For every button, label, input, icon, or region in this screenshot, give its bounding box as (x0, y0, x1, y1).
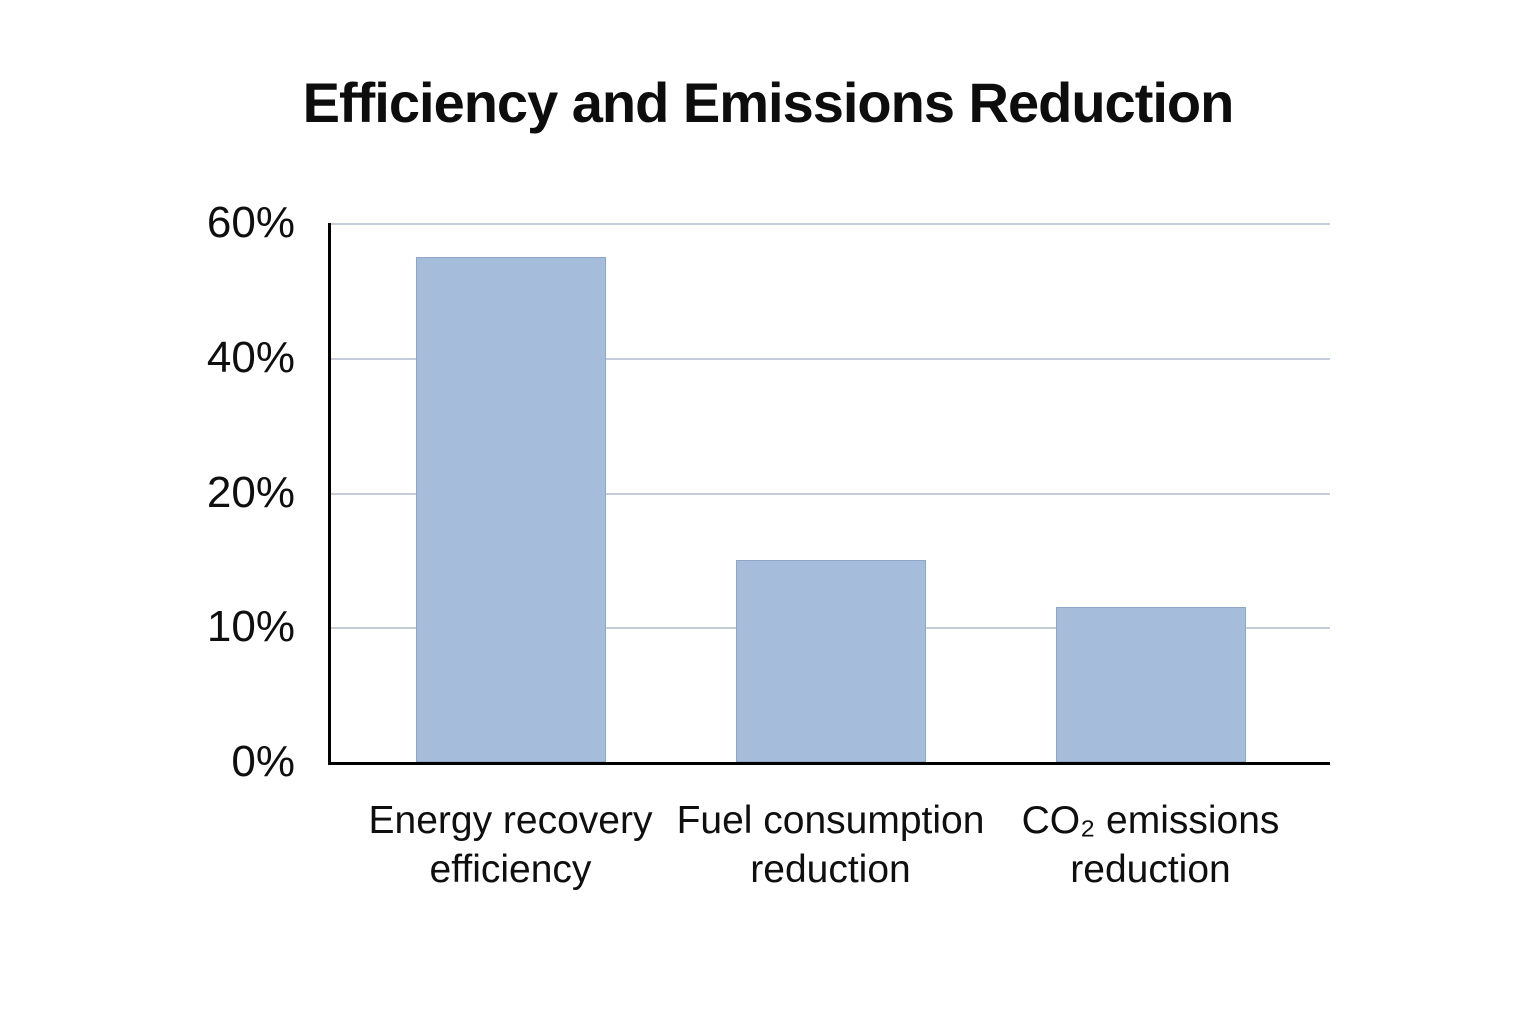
bar (735, 559, 926, 762)
x-category-label: CO₂ emissions reduction (1021, 799, 1280, 891)
chart-title: Efficiency and Emissions Reduction (302, 71, 1235, 134)
y-tick-label: 20% (206, 467, 295, 517)
y-tick-label: 10% (206, 602, 295, 652)
gridline (331, 492, 1330, 495)
y-tick-label: 60% (206, 198, 295, 247)
bars-layer (331, 223, 1330, 762)
gridline (331, 357, 1330, 360)
plot-area (328, 223, 1330, 765)
x-category-label: Fuel consumption reduction (676, 799, 985, 891)
x-category-label: Energy recovery efficiency (368, 799, 653, 891)
bar (1055, 607, 1246, 762)
y-tick-label: 40% (206, 332, 295, 382)
gridline (331, 223, 1330, 225)
y-tick-label: 0% (231, 737, 295, 786)
bar (415, 256, 606, 762)
